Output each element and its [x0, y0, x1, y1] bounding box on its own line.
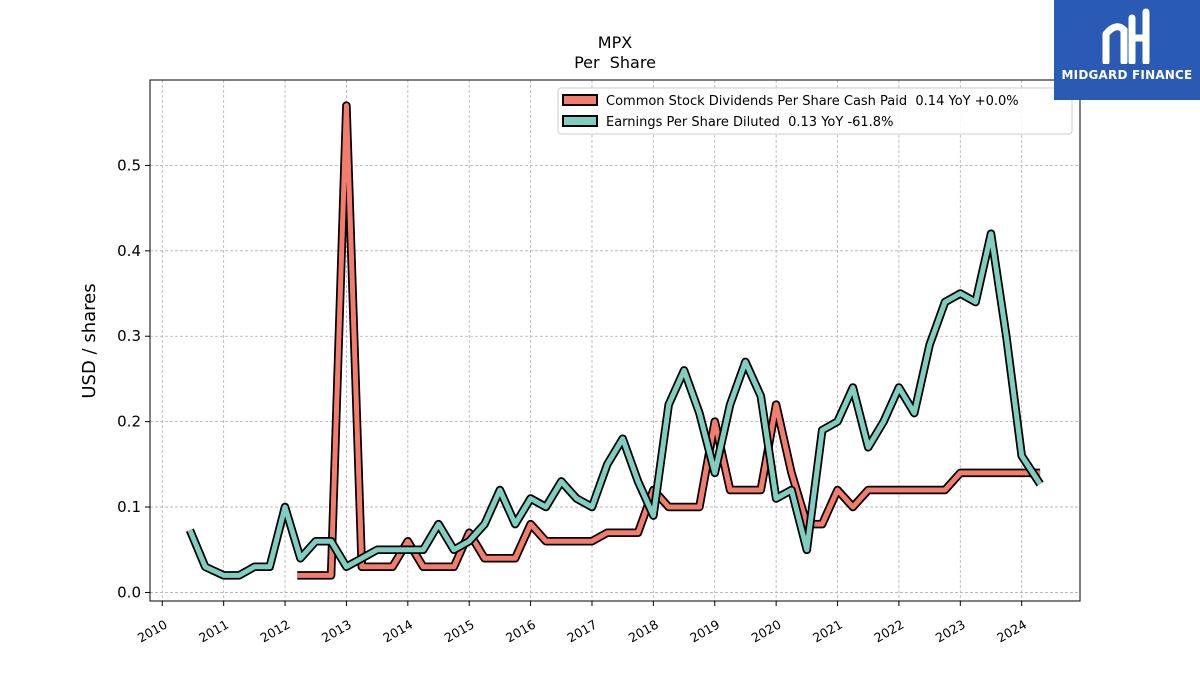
x-tick-label: 2012 — [257, 617, 292, 646]
chart-legend: Common Stock Dividends Per Share Cash Pa… — [557, 87, 1073, 135]
legend-frame — [557, 87, 1073, 135]
x-tick-label: 2013 — [319, 617, 354, 646]
x-tick-label: 2016 — [503, 617, 538, 646]
chart-grid — [150, 80, 1080, 601]
chart-subtitle: Per Share — [574, 53, 656, 72]
midgard-logo-icon — [1102, 8, 1150, 64]
x-tick-label: 2017 — [564, 617, 599, 646]
x-tick-label: 2021 — [810, 617, 845, 646]
x-tick-label: 2018 — [626, 617, 661, 646]
y-tick-label: 0.5 — [117, 156, 141, 174]
y-axis: 0.0 0.1 0.2 0.3 0.4 0.5 — [117, 156, 150, 601]
legend-swatch-dividends — [562, 94, 598, 106]
series-dividends-line — [297, 103, 1041, 578]
series-eps-outline — [185, 229, 1044, 580]
y-tick-label: 0.3 — [117, 327, 141, 345]
chart-series — [185, 101, 1044, 580]
x-tick-label: 2014 — [380, 617, 415, 646]
x-tick-label: 2022 — [871, 617, 906, 646]
chart-title: MPX — [598, 33, 632, 52]
y-tick-label: 0.4 — [117, 242, 141, 260]
plot-area — [149, 79, 1081, 602]
x-tick-label: 2019 — [687, 617, 722, 646]
x-tick-label: 2023 — [933, 617, 968, 646]
y-axis-label: USD / shares — [79, 283, 100, 398]
legend-label-dividends: Common Stock Dividends Per Share Cash Pa… — [606, 94, 1019, 109]
y-tick-label: 0.0 — [117, 583, 141, 601]
x-tick-label: 2020 — [749, 617, 784, 646]
x-axis: 2010 2011 2012 2013 2014 2015 2016 2017 2018 2019… — [135, 601, 1029, 646]
legend-swatch-eps — [562, 115, 598, 127]
x-tick-label: 2011 — [196, 617, 231, 646]
x-tick-label: 2010 — [135, 617, 170, 646]
y-tick-label: 0.1 — [117, 498, 141, 516]
x-tick-label: 2024 — [994, 617, 1029, 646]
brand-logo: MIDGARD FINANCE — [1054, 0, 1200, 100]
x-tick-label: 2015 — [442, 617, 477, 646]
y-tick-label: 0.2 — [117, 413, 141, 431]
series-eps-line — [187, 231, 1043, 578]
legend-label-eps: Earnings Per Share Diluted 0.13 YoY -61.… — [606, 115, 893, 130]
brand-name: MIDGARD FINANCE — [1061, 68, 1193, 82]
